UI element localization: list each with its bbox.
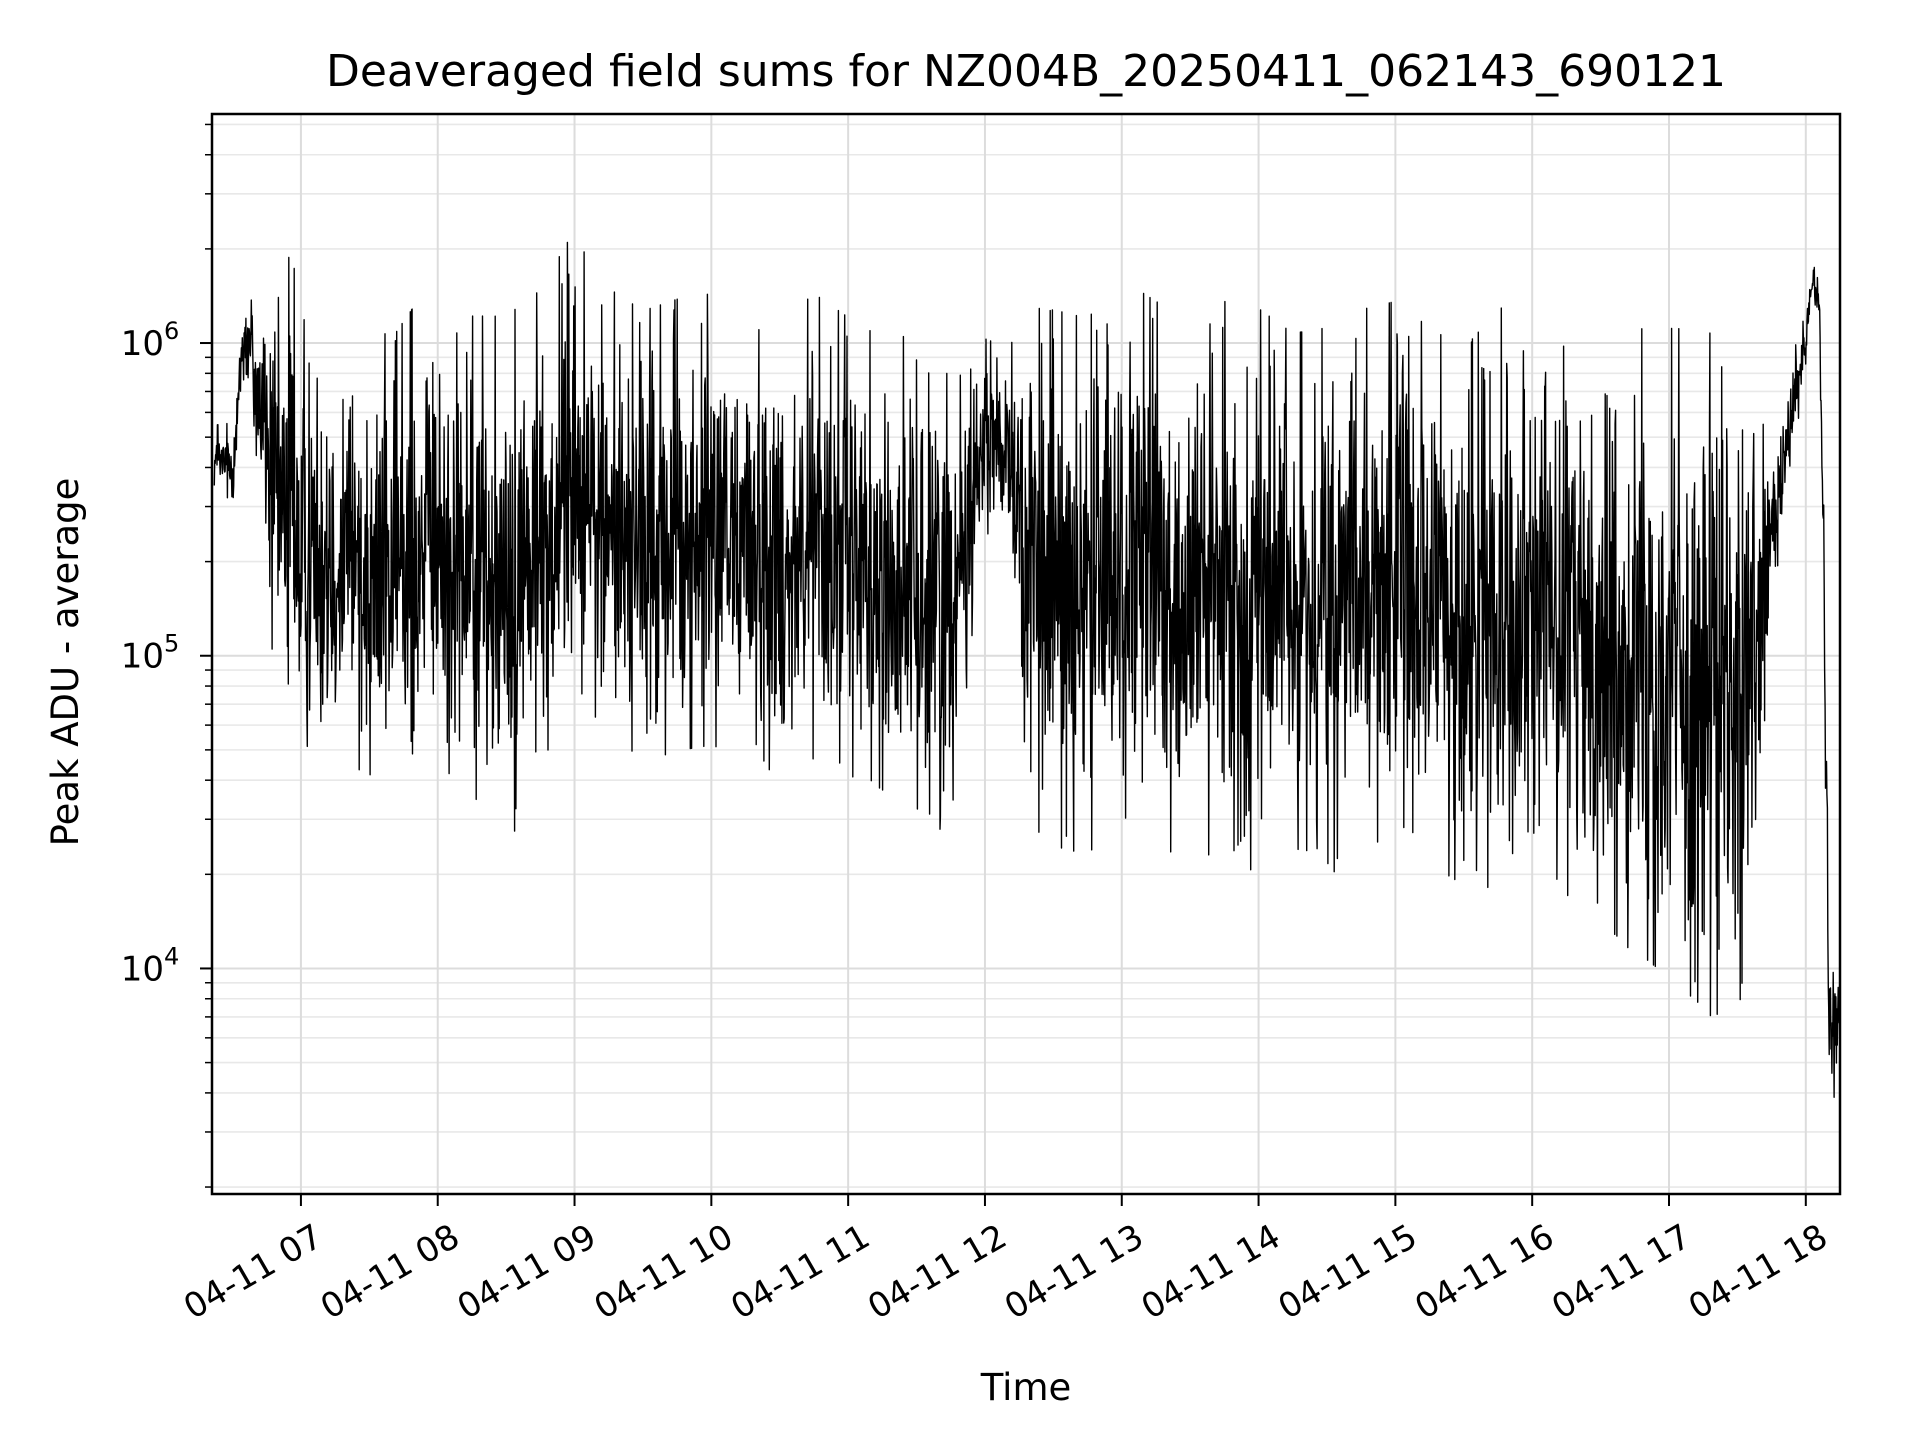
y-tick-exponent: 5: [164, 630, 179, 658]
y-axis-label: Peak ADU - average: [44, 478, 87, 847]
x-axis-label: Time: [980, 1366, 1072, 1409]
series-line: [213, 241, 1841, 1099]
y-tick-exponent: 6: [164, 317, 179, 345]
y-tick-base: 10: [121, 324, 164, 364]
y-tick-label: 104: [121, 942, 180, 989]
y-tick-label: 106: [121, 317, 180, 364]
series-layer: [213, 241, 1841, 1099]
y-tick-exponent: 4: [164, 942, 179, 970]
plot-frame: [210, 112, 1842, 1196]
y-tick-label: 105: [121, 630, 180, 677]
y-tick-base: 10: [121, 949, 164, 989]
y-tick-base: 10: [121, 637, 164, 677]
chart-title: Deaveraged field sums for NZ004B_2025041…: [326, 46, 1726, 97]
